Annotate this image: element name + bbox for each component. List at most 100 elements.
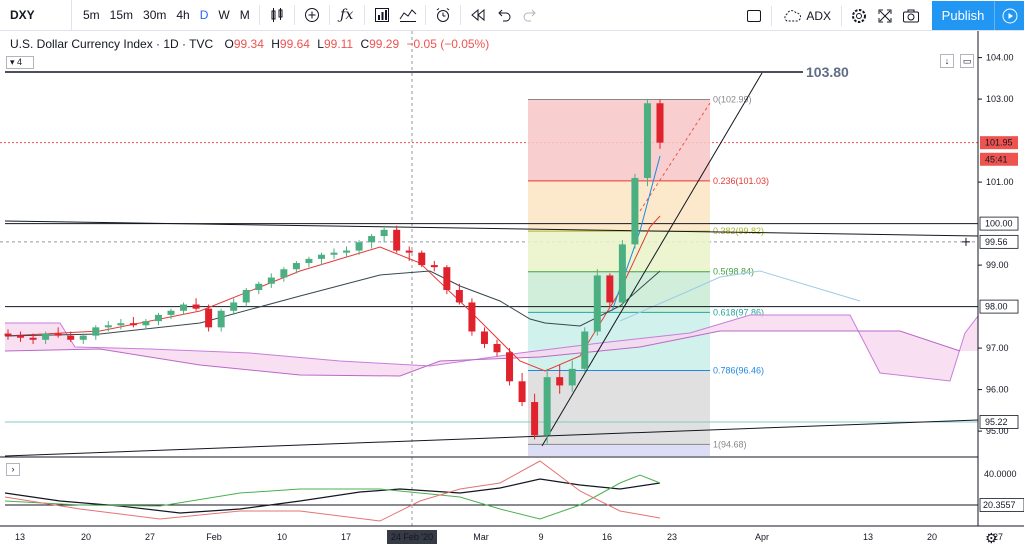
candle-body bbox=[305, 258, 313, 264]
oscillator-collapse-button[interactable]: › bbox=[6, 463, 20, 476]
pane-controls: ↓ ▭ bbox=[940, 54, 974, 68]
fib-level-label: 0.786(96.46) bbox=[713, 366, 764, 376]
add-compare-icon[interactable] bbox=[299, 2, 325, 28]
interval-30m[interactable]: 30m bbox=[143, 8, 167, 22]
fullscreen-icon[interactable] bbox=[872, 3, 898, 29]
toolbar-divider bbox=[459, 5, 461, 25]
candle-body bbox=[643, 103, 651, 178]
candle-body bbox=[568, 368, 576, 386]
settings-icon[interactable] bbox=[846, 3, 872, 29]
price-tick-label: 99.00 bbox=[986, 260, 1009, 270]
time-tick-label: 20 bbox=[81, 532, 91, 542]
interval-d[interactable]: D bbox=[199, 8, 209, 22]
toolbar-divider bbox=[293, 5, 295, 25]
candle-body bbox=[167, 310, 175, 315]
legend-change: −0.05 (−0.05%) bbox=[406, 37, 490, 51]
time-tick-label: 13 bbox=[863, 532, 873, 542]
compare-label: ADX bbox=[806, 8, 831, 23]
price-tick-label: 96.00 bbox=[986, 385, 1009, 395]
cloud-span-a bbox=[5, 314, 979, 382]
chart-background bbox=[0, 31, 1024, 548]
undo-icon[interactable] bbox=[491, 2, 517, 28]
fib-zone bbox=[528, 180, 710, 232]
candle-body bbox=[104, 325, 112, 328]
candle-body bbox=[455, 290, 463, 303]
price-tag-label: 95.22 bbox=[985, 417, 1008, 427]
pane-maximize-button[interactable]: ▭ bbox=[960, 54, 974, 68]
interval-w[interactable]: W bbox=[218, 8, 230, 22]
price-tick-label: 103.00 bbox=[986, 94, 1014, 104]
ichimoku-cloud bbox=[4, 270, 979, 382]
toolbar-divider bbox=[771, 5, 773, 26]
fib-level-label: 1(94.68) bbox=[713, 439, 747, 449]
alert-icon[interactable] bbox=[430, 2, 456, 28]
fib-level-label: 0(102.99) bbox=[713, 95, 752, 105]
templates-icon[interactable] bbox=[369, 2, 395, 28]
candle-body bbox=[343, 250, 351, 253]
fib-level-label: 0.5(98.84) bbox=[713, 267, 754, 277]
interval-4h[interactable]: 4h bbox=[176, 8, 190, 22]
candle-body bbox=[656, 103, 664, 143]
time-tick-label: 13 bbox=[15, 532, 25, 542]
candle-body bbox=[180, 304, 188, 311]
indicators-icon[interactable]: ƒx bbox=[340, 7, 354, 23]
price-tag-label: 100.00 bbox=[985, 219, 1013, 229]
price-tag-label: 98.00 bbox=[985, 302, 1008, 312]
candle-body bbox=[142, 321, 150, 326]
legend-indicator-count: 4 bbox=[17, 57, 23, 67]
replay-icon[interactable] bbox=[465, 2, 491, 28]
fib-zone bbox=[528, 444, 710, 456]
legend-collapse-button[interactable]: ▾ 4 bbox=[6, 56, 34, 69]
oscillator-tag bbox=[979, 498, 1024, 512]
symbol-search-button[interactable]: DXY bbox=[0, 0, 72, 31]
candle-body bbox=[255, 283, 263, 290]
toolbar-divider bbox=[841, 5, 842, 26]
crosshair-time-label: 24 Feb '20 bbox=[391, 532, 433, 542]
pane-down-button[interactable]: ↓ bbox=[940, 54, 954, 68]
ascending-trendline bbox=[4, 419, 979, 457]
bar-chart-icon[interactable] bbox=[395, 2, 421, 28]
candle-body bbox=[92, 327, 100, 336]
axes: 104.00 103.00 101.00 99.00 97.00 96.00 95.00 10… bbox=[0, 31, 1024, 544]
price-tag-label: 101.95 bbox=[985, 138, 1013, 148]
chart-legend: U.S. Dollar Currency Index · 1D · TVC O9… bbox=[10, 37, 489, 51]
price-tag bbox=[979, 216, 1019, 231]
candles-icon[interactable] bbox=[264, 2, 290, 28]
publish-button[interactable]: Publish bbox=[932, 1, 994, 30]
candle-body bbox=[217, 310, 225, 328]
chart-settings-icon[interactable]: ⚙ bbox=[985, 530, 998, 546]
candle-body bbox=[29, 337, 37, 340]
candle-body bbox=[230, 302, 238, 311]
top-toolbar: DXY 5m 15m 30m 4h D W M ƒx bbox=[0, 0, 1024, 31]
candle-body bbox=[368, 236, 376, 243]
candle-body bbox=[17, 335, 25, 338]
candle-body bbox=[480, 331, 488, 344]
candle-body bbox=[154, 314, 162, 322]
cloud-span-b bbox=[4, 330, 961, 377]
price-chart[interactable]: 0(102.99) 0.236(101.03) 0.382(99.82) 0.5(98… bbox=[0, 31, 1024, 548]
legend-low-label: L bbox=[317, 37, 324, 51]
interval-selector: 5m 15m 30m 4h D W M bbox=[72, 8, 255, 22]
compare-button[interactable]: ADX bbox=[776, 9, 837, 23]
toolbar-divider bbox=[328, 5, 330, 25]
interval-5m[interactable]: 5m bbox=[83, 8, 100, 22]
trend-lines[interactable]: 103.80 bbox=[4, 64, 979, 457]
candle-body bbox=[117, 323, 125, 326]
redo-icon[interactable] bbox=[517, 2, 543, 28]
candle-body bbox=[518, 381, 526, 403]
di-minus-line bbox=[4, 460, 661, 522]
candle-body bbox=[380, 229, 388, 237]
camera-icon[interactable] bbox=[898, 3, 924, 29]
candle-body bbox=[430, 265, 438, 268]
price-tag bbox=[980, 152, 1018, 166]
layout-icon[interactable] bbox=[741, 3, 767, 29]
candle-body bbox=[67, 335, 75, 340]
oscillator-pane bbox=[0, 456, 978, 522]
interval-m[interactable]: M bbox=[239, 8, 250, 22]
candle-body bbox=[593, 275, 601, 332]
candle-body bbox=[443, 267, 451, 290]
interval-15m[interactable]: 15m bbox=[109, 8, 134, 22]
publish-menu-button[interactable] bbox=[994, 1, 1024, 30]
candle-body bbox=[129, 323, 137, 326]
